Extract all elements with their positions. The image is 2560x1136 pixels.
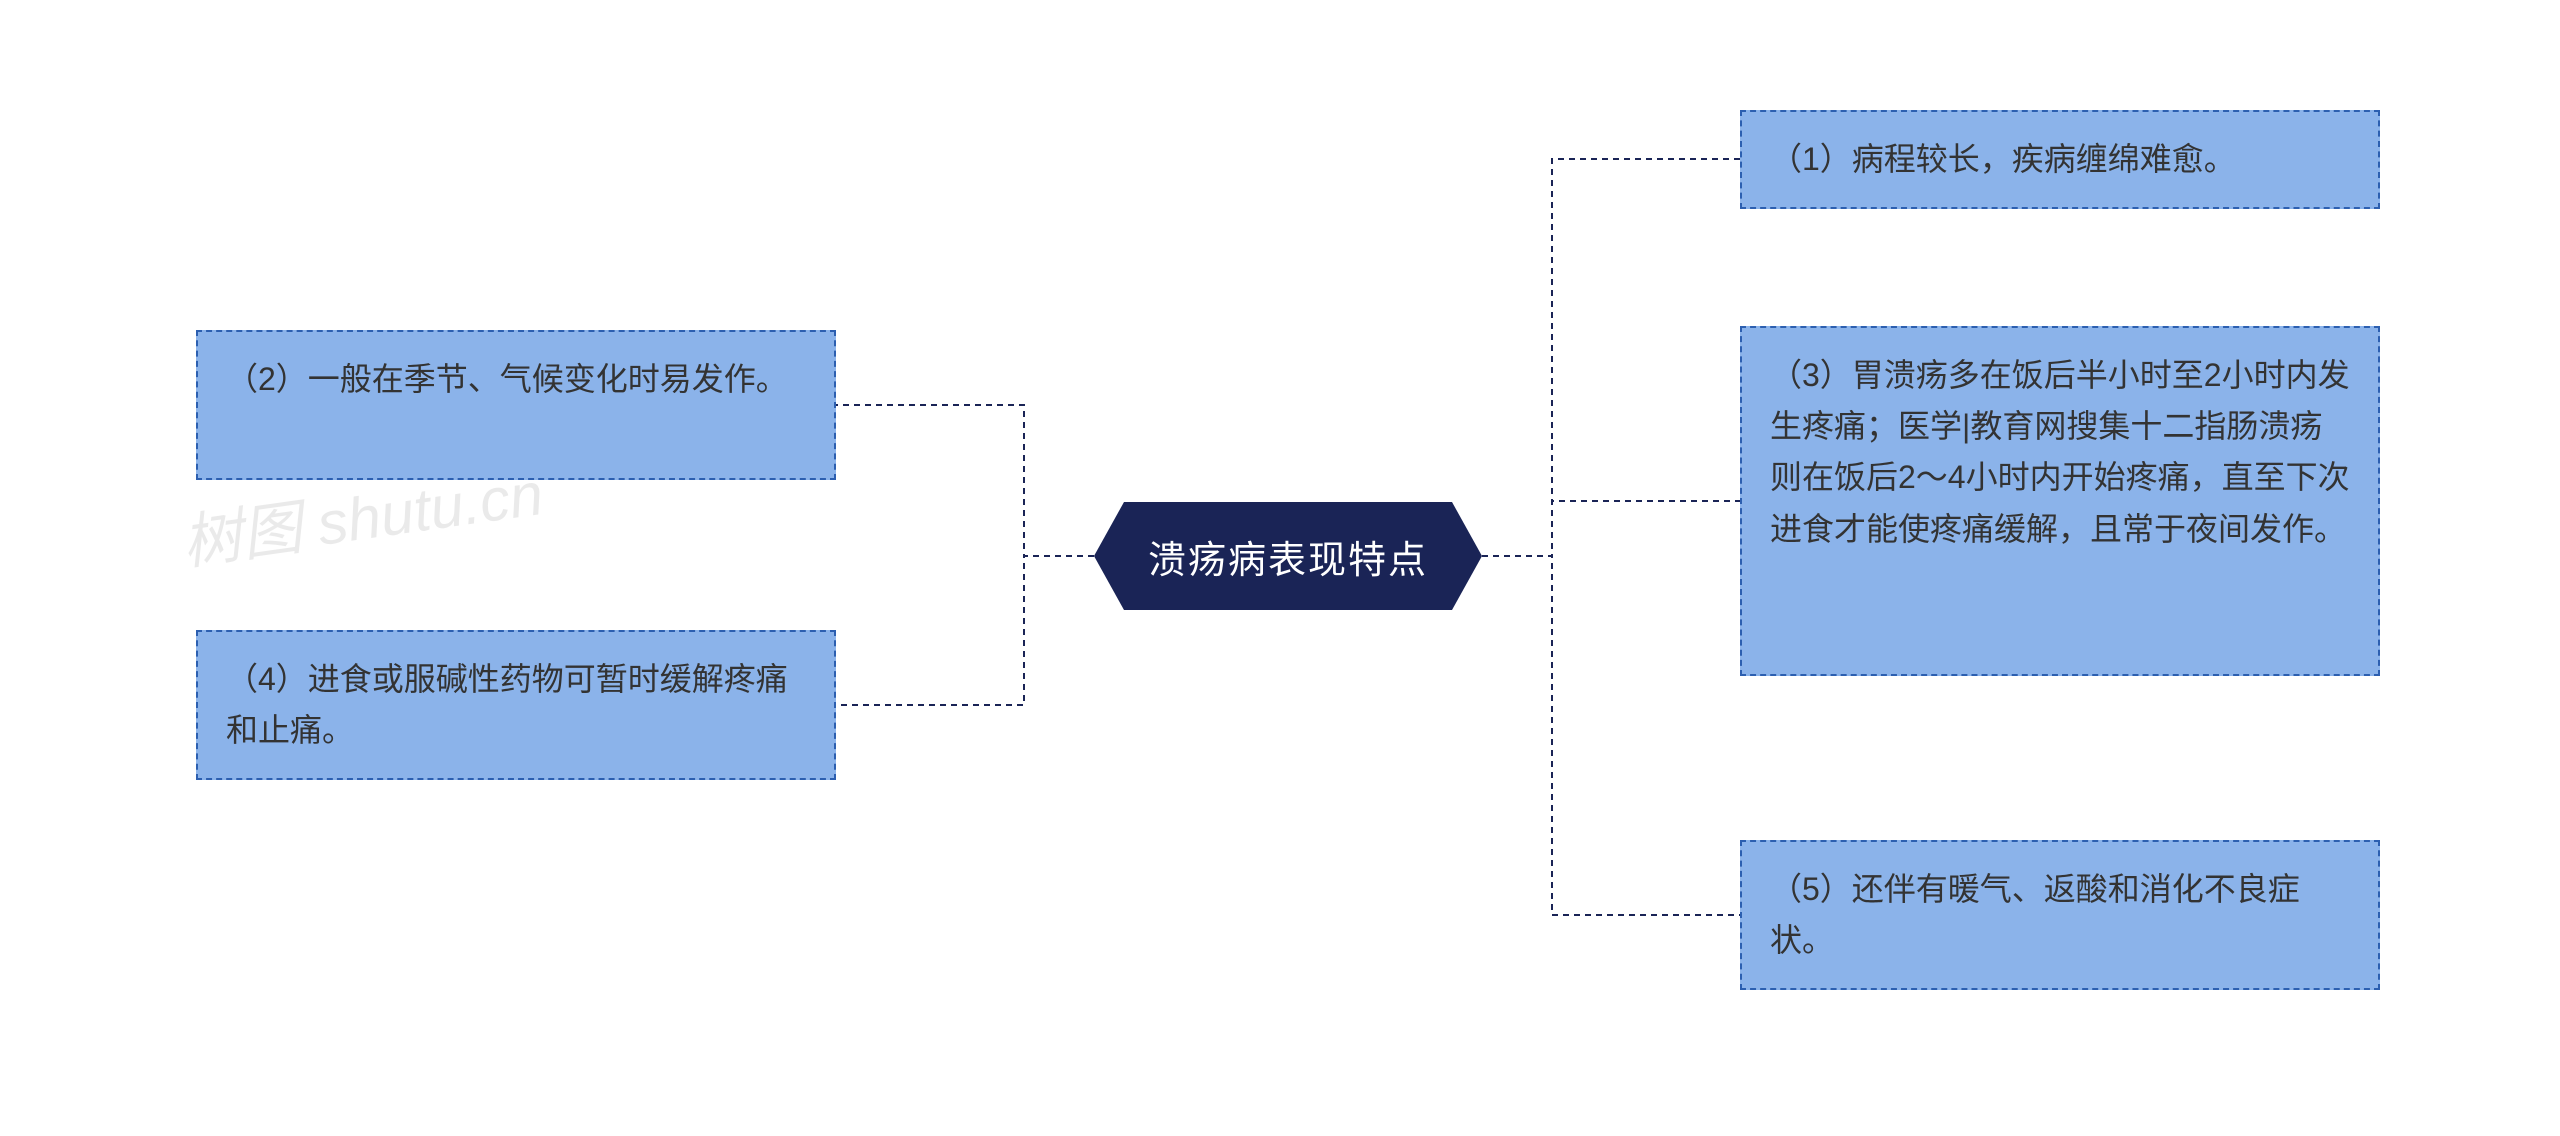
- branch-node-3: （3）胃溃疡多在饭后半小时至2小时内发生疼痛；医学|教育网搜集十二指肠溃疡则在饭…: [1740, 326, 2380, 676]
- branch-node-label: （2）一般在季节、气候变化时易发作。: [226, 361, 788, 397]
- branch-node-1: （1）病程较长，疾病缠绵难愈。: [1740, 110, 2380, 209]
- branch-node-label: （4）进食或服碱性药物可暂时缓解疼痛和止痛。: [226, 661, 788, 748]
- branch-node-4: （4）进食或服碱性药物可暂时缓解疼痛和止痛。: [196, 630, 836, 780]
- branch-node-2: （2）一般在季节、气候变化时易发作。: [196, 330, 836, 480]
- center-node-label: 溃疡病表现特点: [1148, 529, 1428, 584]
- branch-node-label: （1）病程较长，疾病缠绵难愈。: [1770, 141, 2236, 177]
- branch-node-label: （5）还伴有暖气、返酸和消化不良症状。: [1770, 871, 2300, 958]
- branch-node-5: （5）还伴有暖气、返酸和消化不良症状。: [1740, 840, 2380, 990]
- branch-node-label: （3）胃溃疡多在饭后半小时至2小时内发生疼痛；医学|教育网搜集十二指肠溃疡则在饭…: [1770, 357, 2350, 547]
- center-node: 溃疡病表现特点: [1094, 502, 1482, 610]
